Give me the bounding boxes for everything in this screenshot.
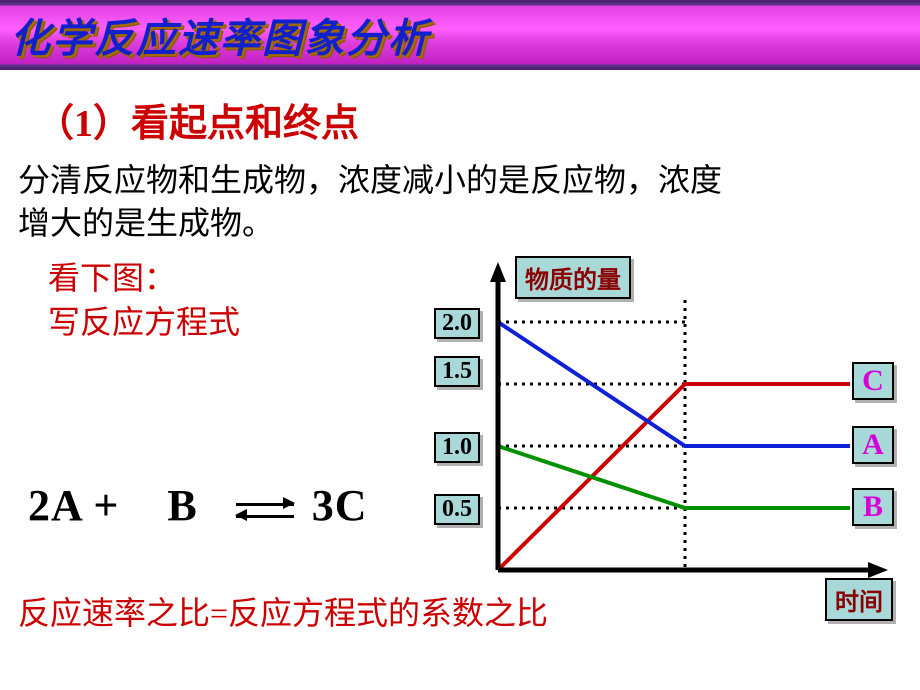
- series-label-c: C: [852, 362, 894, 400]
- equation-mid: B: [167, 481, 197, 530]
- body-line-2: 增大的是生成物。: [18, 205, 274, 241]
- series-label-b: B: [852, 488, 894, 526]
- instruction-line-1: 看下图：: [48, 260, 176, 296]
- section-heading: （1）看起点和终点: [0, 70, 920, 157]
- title-banner: 化学反应速率图象分析: [0, 0, 920, 70]
- y-tick-0-5: 0.5: [434, 494, 480, 525]
- instruction-line-2: 写反应方程式: [48, 304, 240, 340]
- x-axis-label: 时间: [825, 578, 893, 621]
- y-axis-label: 物质的量: [515, 256, 631, 299]
- equation-right: 3C: [312, 481, 368, 530]
- banner-title: 化学反应速率图象分析: [10, 6, 430, 64]
- y-tick-1-5: 1.5: [434, 356, 480, 387]
- equation-left: 2A +: [28, 481, 131, 530]
- body-line-1: 分清反应物和生成物，浓度减小的是反应物，浓度: [18, 162, 722, 198]
- series-label-a: A: [852, 426, 894, 464]
- body-text: 分清反应物和生成物，浓度减小的是反应物，浓度 增大的是生成物。: [0, 157, 920, 245]
- equilibrium-arrow-icon: [236, 493, 294, 527]
- chart-svg: [420, 260, 900, 620]
- y-tick-2-0: 2.0: [434, 308, 480, 339]
- y-tick-1-0: 1.0: [434, 432, 480, 463]
- chemical-equation: 2A + B 3C: [28, 480, 368, 531]
- concentration-chart: 物质的量 时间 2.0 1.5 1.0 0.5 C A B: [420, 260, 900, 620]
